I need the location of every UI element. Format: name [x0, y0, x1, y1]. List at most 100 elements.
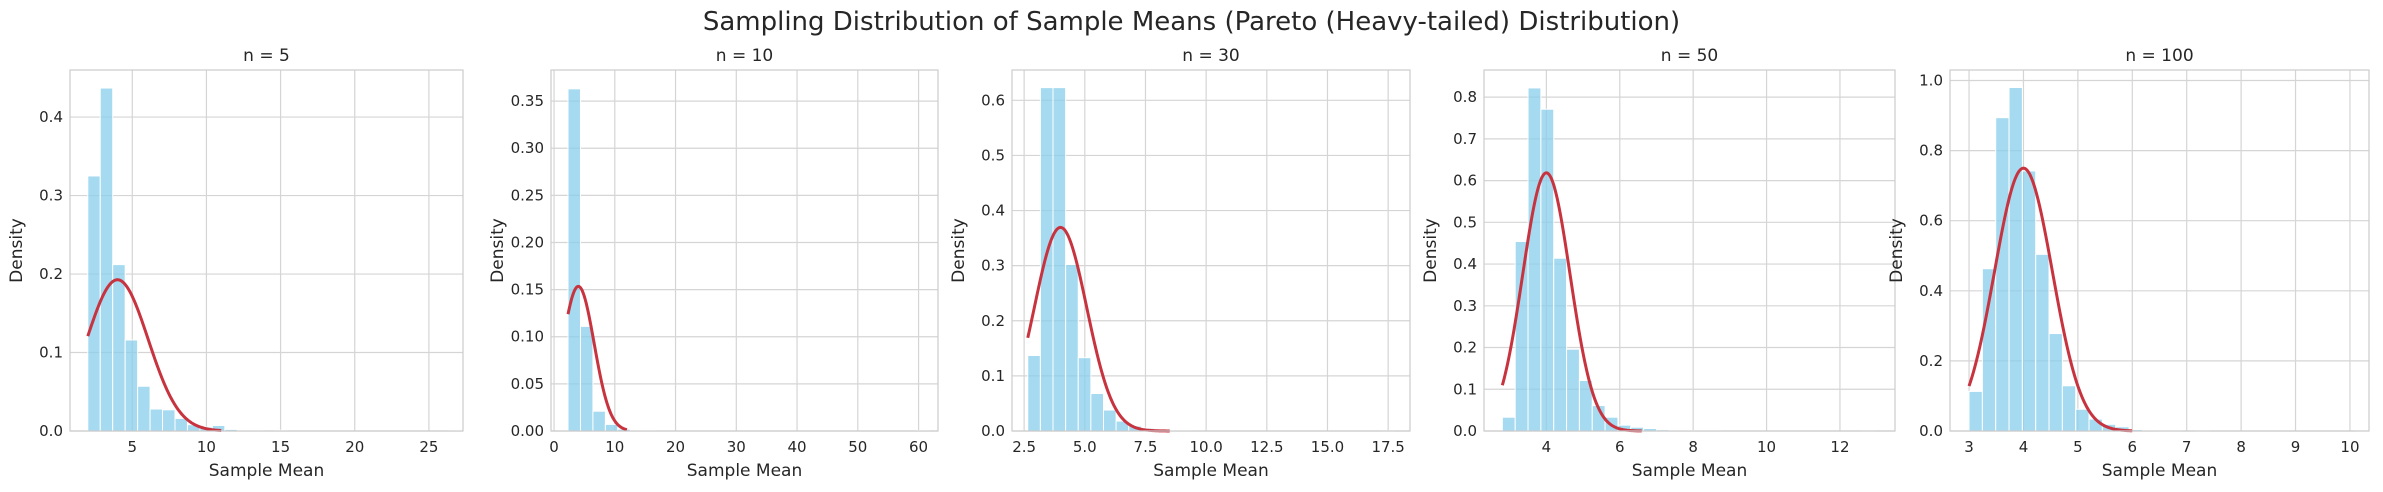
panel-4: 4 6 8 10 12 0.0 0.1 0.2 0.3 0.4 0.5 0.6 0.7 0.8 n = 50… [1421, 46, 1896, 481]
y-axis-label: Density [1887, 218, 1907, 283]
y-tick-label: 0.35 [511, 92, 544, 110]
plot-frame [1011, 69, 1411, 432]
y-tick-label: 0.30 [511, 139, 544, 157]
x-tick-label: 17.5 [1371, 438, 1404, 456]
y-tick-label: 0.7 [1453, 130, 1477, 148]
normal-fit-curve [1967, 166, 2133, 433]
histogram-bar [567, 88, 581, 432]
histogram-bar [1553, 257, 1568, 432]
y-tick-label: 0.0 [1453, 422, 1477, 440]
y-tick-label: 0.4 [981, 202, 1005, 220]
x-tick-label: 4 [2019, 438, 2029, 456]
histogram-bar [1566, 348, 1580, 432]
x-tick-label: 6 [2128, 438, 2138, 456]
x-tick-label: 15 [271, 438, 290, 456]
panel-1: 5 10 15 20 25 0.0 0.1 0.2 0.3 0.4 n = 5 Sample Mean… [7, 46, 464, 481]
histogram-bar [1065, 264, 1079, 432]
histogram-bar [124, 339, 139, 432]
histogram-bar [137, 385, 151, 432]
y-tick-label: 0.0 [39, 422, 63, 440]
histogram-bar [1077, 357, 1092, 432]
histogram-bar [1501, 416, 1516, 432]
panel-title: n = 50 [1661, 46, 1718, 66]
histogram-bar [1540, 108, 1555, 432]
histogram-bar [149, 408, 164, 432]
y-tick-label: 0.5 [1453, 213, 1477, 231]
x-axis-label: Sample Mean [687, 461, 802, 481]
panel-title: n = 5 [243, 46, 290, 66]
histogram-bar [99, 87, 114, 432]
x-axis-label: Sample Mean [1632, 461, 1747, 481]
y-tick-label: 0.4 [1453, 255, 1477, 273]
histogram-bar [2035, 253, 2050, 432]
x-tick-label: 5 [128, 438, 138, 456]
x-tick-label: 12.5 [1250, 438, 1283, 456]
x-tick-label: 7 [2182, 438, 2192, 456]
y-tick-label: 0.15 [511, 281, 544, 299]
y-tick-label: 0.5 [981, 146, 1005, 164]
y-tick-label: 0.3 [1453, 297, 1477, 315]
histogram-bar [1052, 87, 1067, 432]
y-tick-label: 0.2 [981, 312, 1005, 330]
y-tick-label: 0.2 [1919, 352, 1943, 370]
x-tick-label: 20 [666, 438, 685, 456]
histogram-bar [1514, 241, 1529, 432]
x-tick-label: 25 [419, 438, 438, 456]
plot-frame [69, 69, 464, 432]
x-tick-label: 9 [2291, 438, 2301, 456]
panel-title: n = 30 [1182, 46, 1239, 66]
x-axis-label: Sample Mean [2102, 461, 2217, 481]
histogram-bar [1527, 87, 1542, 432]
y-axis-label: Density [488, 218, 508, 283]
y-tick-label: 0.4 [1919, 282, 1943, 300]
y-tick-label: 0.2 [39, 265, 63, 283]
y-tick-label: 0.25 [511, 186, 544, 204]
histogram-bar [1981, 268, 1997, 432]
x-tick-label: 30 [727, 438, 746, 456]
x-tick-label: 15.0 [1311, 438, 1344, 456]
histogram-bar [1995, 117, 2010, 432]
histogram-bar [2048, 333, 2063, 432]
subplot-grid: 5 10 15 20 25 0.0 0.1 0.2 0.3 0.4 n = 5 Sample Mean… [7, 46, 2370, 481]
y-tick-label: 0.6 [981, 91, 1005, 109]
x-tick-label: 0 [549, 438, 559, 456]
normal-fit-curve [566, 284, 628, 432]
plot-frame [1483, 69, 1896, 432]
y-axis-label: Density [1421, 218, 1441, 283]
y-axis-label: Density [7, 218, 27, 283]
y-tick-label: 0.3 [39, 187, 63, 205]
histogram-bar [1102, 409, 1117, 432]
x-tick-label: 5 [2073, 438, 2083, 456]
y-tick-label: 0.3 [981, 257, 1005, 275]
x-tick-label: 3 [1964, 438, 1974, 456]
x-tick-label: 8 [1688, 438, 1698, 456]
y-tick-label: 0.6 [1919, 212, 1943, 230]
x-tick-label: 8 [2236, 438, 2246, 456]
x-tick-label: 2.5 [1012, 438, 1036, 456]
y-tick-label: 0.8 [1919, 142, 1943, 160]
y-tick-label: 0.4 [39, 108, 63, 126]
y-tick-label: 0.0 [981, 422, 1005, 440]
y-tick-label: 0.10 [511, 328, 544, 346]
histogram-bar [1090, 393, 1104, 432]
panel-2: 0 10 20 30 40 50 60 0.00 0.05 0.10 0.15 0.20 0.25 0.3… [488, 46, 939, 481]
histogram-bar [2008, 87, 2023, 432]
y-tick-label: 0.1 [1453, 380, 1477, 398]
panel-5: 3 4 5 6 7 8 9 10 0.0 0.2 0.4 0.6 0.8 1.0 n = 100 Sample… [1887, 46, 2370, 481]
x-tick-label: 12 [1830, 438, 1849, 456]
panel-3: 2.5 5.0 7.5 10.0 12.5 15.0 17.5 0.0 0.1 0.2 0.3 0.4… [949, 46, 1411, 481]
plot-frame [1949, 69, 2370, 432]
histogram-bar [1968, 390, 1983, 432]
x-tick-label: 10 [197, 438, 216, 456]
y-tick-label: 0.2 [1453, 339, 1477, 357]
x-tick-label: 20 [345, 438, 364, 456]
x-tick-label: 50 [848, 438, 867, 456]
y-tick-label: 0.8 [1453, 88, 1477, 106]
histogram-bar [174, 417, 188, 432]
y-tick-label: 0.20 [511, 233, 544, 251]
y-tick-label: 0.05 [511, 375, 544, 393]
x-tick-label: 4 [1542, 438, 1552, 456]
plot-frame [550, 69, 939, 432]
x-tick-label: 10 [2340, 438, 2359, 456]
histogram-bar [2075, 408, 2090, 432]
